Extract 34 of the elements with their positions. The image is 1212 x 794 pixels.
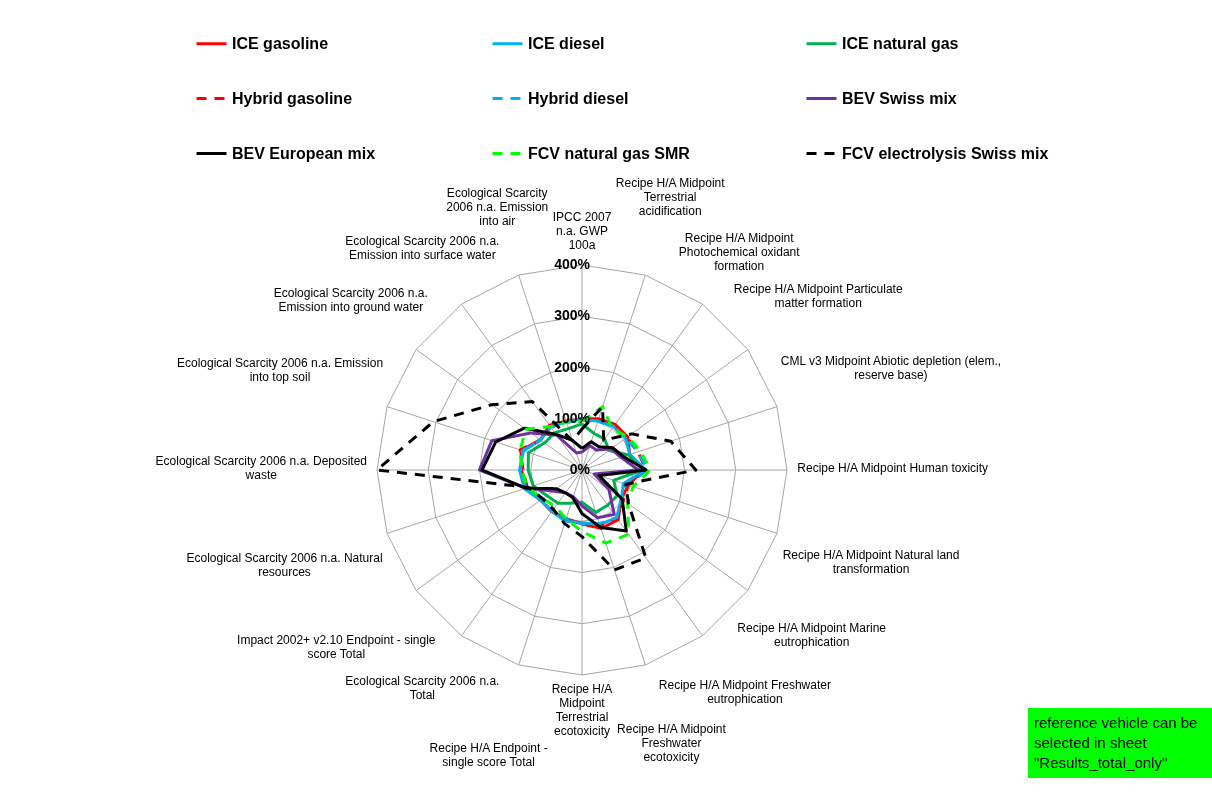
y-tick-label: 300% xyxy=(554,307,591,324)
spoke-label: Ecological Scarcity 2006 n.a. Emission into surface water xyxy=(345,234,500,263)
spoke-label: Ecological Scarcity 2006 n.a. Total xyxy=(345,673,500,702)
spoke-label: Ecological Scarcity 2006 n.a. Emission into top soil xyxy=(176,355,384,384)
spoke-label: Recipe H/A Midpoint Human toxicity xyxy=(797,461,989,475)
spoke-label: Recipe H/A Midpoint Photochemical oxidant formation xyxy=(678,230,801,273)
spoke-label: Impact 2002+ v2.10 Endpoint - single score Total xyxy=(237,632,436,661)
spoke-label: Ecological Scarcity 2006 n.a. Emission into air xyxy=(446,186,549,229)
y-tick-label: 200% xyxy=(554,358,591,375)
spoke-label: Recipe H/A Midpoint Freshwater ecotoxicity xyxy=(617,722,727,765)
text: reference vehicle can be selected in sheet "Results_total_only" xyxy=(1028,708,1212,778)
legend-label: ICE diesel xyxy=(528,34,605,52)
spoke-label: Recipe H/A Midpoint Particulate matter formation xyxy=(733,282,903,311)
legend-label: BEV Swiss mix xyxy=(842,89,957,107)
spoke-label: IPCC 2007 n.a. GWP 100a xyxy=(552,210,612,252)
spoke-label: Ecological Scarcity 2006 n.a. Deposited waste xyxy=(155,454,367,482)
spoke-label: CML v3 Midpoint Abiotic depletion (elem., reserve base) xyxy=(780,353,1002,382)
legend-label: BEV European mix xyxy=(232,144,376,162)
spoke-label: Recipe H/A Endpoint - single score Total xyxy=(429,741,548,770)
y-tick-label: 400% xyxy=(554,256,591,272)
spoke-label: Recipe H/A Midpoint Freshwater eutrophication xyxy=(658,678,831,707)
legend-label: FCV electrolysis Swiss mix xyxy=(842,144,1049,162)
spoke-label: Ecological Scarcity 2006 n.a. Emission into ground water xyxy=(273,286,428,315)
spoke-label: Recipe H/A Midpoint Marine eutrophication xyxy=(737,620,887,649)
legend-label: Hybrid diesel xyxy=(528,89,629,107)
legend-label: ICE natural gas xyxy=(842,34,959,52)
legend-label: FCV natural gas SMR xyxy=(528,144,691,162)
spoke-label: Recipe H/A Midpoint Terrestrial ecotoxicity xyxy=(551,682,613,738)
spoke-label: Ecological Scarcity 2006 n.a. Natural resources xyxy=(186,550,383,579)
y-tick-label: 0% xyxy=(569,461,591,477)
spoke-label: Recipe H/A Midpoint Natural land transformation xyxy=(782,547,960,576)
spoke-label: Recipe H/A Midpoint Terrestrial acidification xyxy=(615,175,726,218)
legend-label: ICE gasoline xyxy=(232,34,329,52)
legend-label: Hybrid gasoline xyxy=(232,89,353,107)
